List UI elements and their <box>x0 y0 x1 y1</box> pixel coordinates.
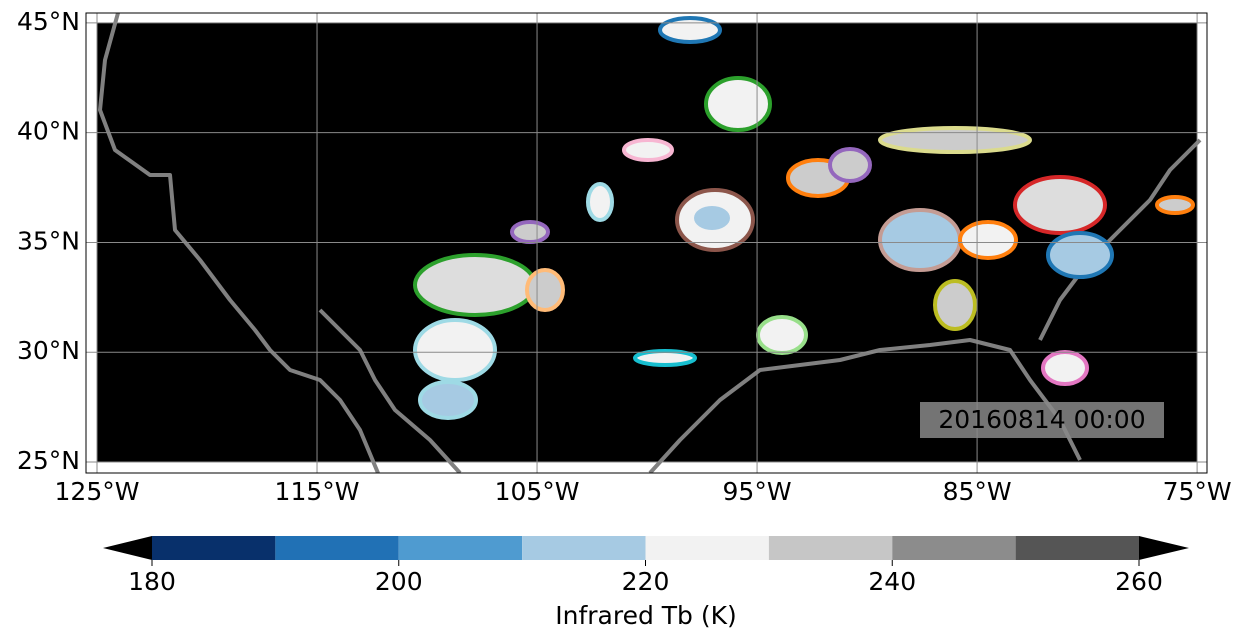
map-features <box>98 13 1202 473</box>
timestamp: 20160814 00:00 <box>938 405 1145 434</box>
coastline <box>648 338 1082 473</box>
colorbar-tick-label: 180 <box>128 567 176 596</box>
y-tick-label: 25°N <box>17 446 80 475</box>
y-tick-label: 40°N <box>17 117 80 146</box>
cloud-cluster <box>413 16 1195 420</box>
y-tick-label: 30°N <box>17 336 80 365</box>
timestamp-box <box>920 402 1164 438</box>
colorbar-segment <box>152 536 276 560</box>
colorbar-segment <box>398 536 523 560</box>
x-tick-label: 95°W <box>723 477 792 506</box>
colorbar-segment <box>645 536 769 560</box>
colorbar: 180 200 220 240 260 <box>103 536 1189 596</box>
colorbar-extend <box>1139 536 1189 560</box>
colorbar-label: Infrared Tb (K) <box>555 601 737 630</box>
colorbar-tick-label: 260 <box>1115 567 1163 596</box>
y-tick-label: 45°N <box>17 7 80 36</box>
x-tick-label: 105°W <box>495 477 580 506</box>
y-tick-label: 35°N <box>17 226 80 255</box>
colorbar-segment <box>522 536 646 560</box>
colorbar-tick-label: 200 <box>375 567 423 596</box>
colorbar-tick-label: 240 <box>868 567 916 596</box>
colorbar-segment <box>1015 536 1139 560</box>
x-tick-label: 75°W <box>1163 477 1232 506</box>
colorbar-extend <box>103 536 152 560</box>
x-tick-label: 85°W <box>943 477 1012 506</box>
map-frame <box>85 12 1208 474</box>
colorbar-segment <box>892 536 1016 560</box>
coastline <box>318 308 462 473</box>
coastline <box>98 13 380 473</box>
colorbar-segment <box>768 536 893 560</box>
x-tick-label: 125°W <box>55 477 140 506</box>
colorbar-segment <box>275 536 399 560</box>
colorbar-tick-label: 220 <box>622 567 670 596</box>
graticule <box>86 13 1207 473</box>
x-tick-label: 115°W <box>275 477 360 506</box>
coastline <box>1038 138 1202 341</box>
